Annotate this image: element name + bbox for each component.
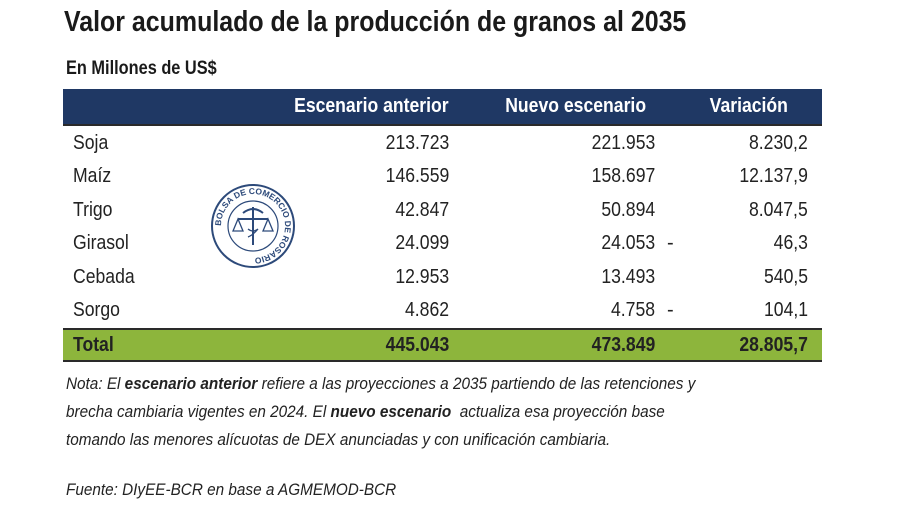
cell-variacion: 8.230,2 (749, 132, 808, 154)
cell-anterior: 12.953 (395, 265, 449, 288)
cell-anterior: 213.723 (385, 132, 449, 154)
source-note: Fuente: DIyEE-BCR en base a AGMEMOD-BCR (66, 480, 397, 499)
cell-variacion: 104,1 (763, 298, 808, 321)
cell-nuevo: 13.493 (601, 265, 655, 288)
cell-nuevo: 4.758 (610, 298, 655, 321)
cell-anterior: 24.099 (395, 232, 449, 255)
cell-variacion: 8.047,5 (749, 198, 808, 221)
cell-nuevo: 221.953 (591, 132, 655, 154)
note-line-3: tomando las menores alícuotas de DEX anu… (66, 430, 611, 449)
header-variacion: Variación (709, 95, 788, 117)
table-row: Girasol 24.099 24.053- 46,3 (63, 226, 822, 259)
cell-nuevo: 24.053 (601, 232, 655, 255)
note-bold-anterior: escenario anterior (124, 374, 258, 393)
total-row: Total 445.043 473.849 28.805,7 (63, 328, 822, 363)
row-label: Maíz (73, 165, 112, 188)
total-variacion: 28.805,7 (739, 334, 808, 357)
table-row: Soja 213.723 221.953 8.230,2 (63, 126, 822, 159)
total-label: Total (73, 334, 114, 357)
total-nuevo: 473.849 (591, 334, 655, 357)
page-title: Valor acumulado de la producción de gran… (64, 6, 687, 38)
table-row: Maíz 146.559 158.697 12.137,9 (63, 159, 822, 192)
note-line-1: Nota: El escenario anterior refiere a la… (66, 374, 695, 394)
note-line-2: brecha cambiaria vigentes en 2024. El nu… (66, 402, 665, 422)
row-label: Trigo (73, 198, 113, 221)
row-label: Soja (73, 132, 109, 154)
note-text-2b: actualiza esa proyección base (451, 402, 665, 421)
header-escenario-anterior: Escenario anterior (294, 95, 449, 117)
cell-variacion: 540,5 (763, 265, 808, 288)
cell-nuevo: 158.697 (591, 165, 655, 188)
page-subtitle: En Millones de US$ (66, 58, 217, 79)
bcr-seal-logo: BOLSA DE COMERCIO DE ROSARIO (211, 184, 295, 268)
row-label: Cebada (73, 265, 135, 288)
table-row: Cebada 12.953 13.493 540,5 (63, 260, 822, 293)
note-prefix: Nota: El (66, 374, 125, 393)
row-label: Sorgo (73, 298, 120, 321)
note-bold-nuevo: nuevo escenario (330, 402, 452, 421)
header-nuevo-escenario: Nuevo escenario (505, 95, 646, 117)
data-table: Escenario anterior Nuevo escenario Varia… (63, 89, 822, 363)
cell-variacion: 46,3 (773, 232, 808, 255)
total-anterior: 445.043 (385, 334, 449, 357)
note-text-1: refiere a las proyecciones a 2035 partie… (257, 374, 696, 393)
note-text-2a: brecha cambiaria vigentes en 2024. El (66, 402, 331, 421)
cell-anterior: 4.862 (404, 298, 449, 321)
cell-anterior: 146.559 (385, 165, 449, 188)
table-row: Trigo 42.847 50.894 8.047,5 (63, 193, 822, 226)
negative-sign: - (667, 232, 674, 255)
table-header: Escenario anterior Nuevo escenario Varia… (63, 89, 822, 126)
cell-variacion: 12.137,9 (739, 165, 808, 188)
cell-anterior: 42.847 (395, 198, 449, 221)
table-row: Sorgo 4.862 4.758- 104,1 (63, 293, 822, 326)
cell-nuevo: 50.894 (601, 198, 655, 221)
row-label: Girasol (73, 232, 129, 255)
negative-sign: - (667, 298, 674, 321)
